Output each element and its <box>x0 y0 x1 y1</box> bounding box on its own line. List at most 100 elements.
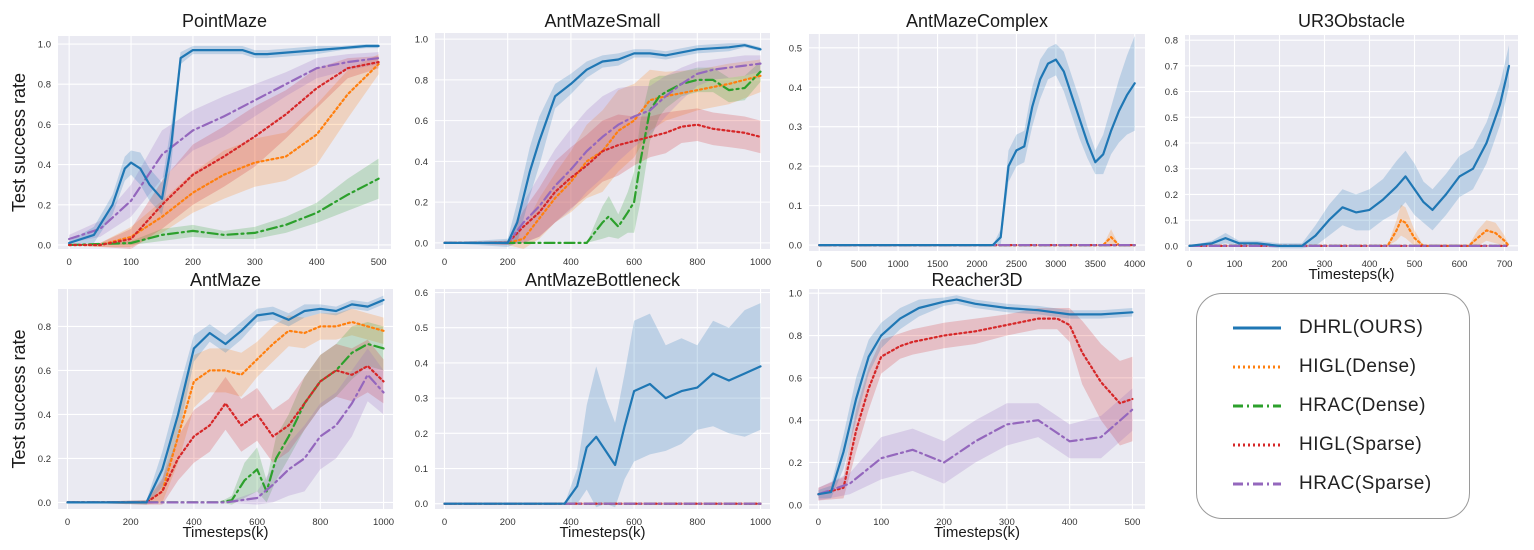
band-higlsparse <box>444 108 761 245</box>
x-axis-label: Timesteps(k) <box>182 524 268 541</box>
y-tick-label: 0.1 <box>415 464 428 475</box>
line-dhrlours <box>67 44 380 245</box>
y-tick-label: 0.6 <box>38 366 51 377</box>
line-hracdense <box>67 177 380 247</box>
y-tick-label: 0.4 <box>415 358 428 369</box>
x-tick-label: 4000 <box>1124 259 1145 270</box>
legend-item-higl-sparse: HIGL(Sparse) <box>1233 434 1422 456</box>
legend-swatch-dhrl <box>1233 326 1281 330</box>
line-hracdense <box>443 70 762 244</box>
y-tick-label: 0.0 <box>38 498 51 509</box>
x-tick-label: 1500 <box>927 259 948 270</box>
line-hracsparse <box>817 408 1134 496</box>
x-tick-label: 400 <box>1362 259 1378 270</box>
y-tick-label: 0.8 <box>789 331 802 342</box>
line-higldense <box>443 74 762 244</box>
x-tick-label: 2000 <box>966 259 987 270</box>
y-tick-label: 0.3 <box>1165 164 1178 175</box>
chart-title: UR3Obstacle <box>1298 11 1405 31</box>
x-tick-label: 200 <box>1272 259 1288 270</box>
band-dhrlours <box>1189 45 1509 249</box>
line-higlsparse <box>67 60 380 247</box>
panel-reacher3d: 0 100 200 300 400 500 0.0 0.2 0.4 0.6 0.8 1.0 Reache… <box>789 270 1145 541</box>
x-axis-label: Timesteps(k) <box>934 524 1020 541</box>
x-tick-label: 300 <box>999 517 1015 528</box>
x-tick-label: 100 <box>1227 259 1243 270</box>
band-hracsparse <box>67 348 384 505</box>
legend-swatch-higl-sparse <box>1233 443 1281 447</box>
band-hracsparse <box>818 388 1133 501</box>
legend-item-hrac-dense: HRAC(Dense) <box>1233 395 1426 417</box>
y-tick-label: 0.4 <box>789 416 802 427</box>
legend-label: DHRL(OURS) <box>1299 317 1424 338</box>
x-tick-label: 500 <box>1407 259 1423 270</box>
x-tick-label: 500 <box>851 259 867 270</box>
x-tick-label: 600 <box>1452 259 1468 270</box>
x-tick-label: 400 <box>563 257 579 268</box>
y-tick-label: 0.6 <box>38 120 51 131</box>
x-tick-label: 0 <box>442 257 447 268</box>
legend-label: HRAC(Dense) <box>1299 395 1426 416</box>
y-tick-label: 0.0 <box>38 240 51 251</box>
y-tick-label: 0.2 <box>789 458 802 469</box>
x-tick-label: 600 <box>249 517 265 528</box>
series-group <box>443 43 762 249</box>
y-tick-label: 0.8 <box>38 80 51 91</box>
x-tick-label: 200 <box>936 517 952 528</box>
x-tick-label: 400 <box>309 257 325 268</box>
y-tick-label: 0.3 <box>789 122 802 133</box>
x-tick-label: 3500 <box>1085 259 1106 270</box>
y-tick-label: 0.6 <box>1165 87 1178 98</box>
series-group <box>818 36 1136 247</box>
band-hracdense <box>444 61 761 243</box>
x-tick-label: 300 <box>1317 259 1333 270</box>
x-tick-label: 400 <box>1062 517 1078 528</box>
x-tick-label: 2500 <box>1006 259 1027 270</box>
band-higldense <box>444 59 761 249</box>
band-higlsparse <box>67 339 384 505</box>
x-tick-label: 200 <box>500 517 516 528</box>
band-higlsparse <box>69 56 379 249</box>
legend-swatch-hrac-sparse <box>1233 482 1281 486</box>
x-tick-label: 1000 <box>750 517 771 528</box>
x-tick-label: 500 <box>371 257 387 268</box>
series-group <box>66 295 385 505</box>
x-axis-label: Timesteps(k) <box>1308 266 1394 283</box>
line-hracdense <box>66 342 385 504</box>
x-tick-label: 0 <box>817 259 822 270</box>
panel-ur3obstacle: 0 100 200 300 400 500 600 700 0.0 0.1 0.2 0.3 0.4 0.5… <box>1165 11 1518 283</box>
x-tick-label: 800 <box>689 257 705 268</box>
y-tick-label: 0.1 <box>789 201 802 212</box>
x-tick-label: 200 <box>185 257 201 268</box>
x-axis-label: Timesteps(k) <box>559 524 645 541</box>
y-tick-label: 0.8 <box>1165 36 1178 47</box>
y-tick-label: 0.4 <box>38 410 51 421</box>
x-tick-label: 300 <box>247 257 263 268</box>
x-tick-label: 600 <box>626 257 642 268</box>
y-tick-label: 0.0 <box>1165 241 1178 252</box>
chart-title: Reacher3D <box>931 270 1022 290</box>
y-tick-label: 0.0 <box>415 238 428 249</box>
x-tick-label: 100 <box>873 517 889 528</box>
y-tick-label: 0.4 <box>38 160 51 171</box>
y-tick-label: 1.0 <box>415 35 428 46</box>
y-tick-label: 0.2 <box>38 454 51 465</box>
y-tick-label: 0.5 <box>1165 113 1178 124</box>
line-higldense <box>66 320 385 504</box>
band-higldense <box>69 54 379 247</box>
y-tick-label: 0.4 <box>1165 139 1178 150</box>
x-tick-label: 700 <box>1497 259 1513 270</box>
band-hracdense <box>67 322 384 505</box>
band-dhrlours <box>818 295 1133 499</box>
line-hracsparse <box>443 62 762 244</box>
y-tick-label: 0.8 <box>415 75 428 86</box>
panel-antmaze: 0 200 400 600 800 1000 0.0 0.2 0.4 0.6 0.8 AntMaze T… <box>9 270 394 541</box>
x-tick-label: 800 <box>312 517 328 528</box>
band-dhrlours <box>444 303 761 508</box>
line-dhrlours <box>818 58 1136 247</box>
legend: DHRL(OURS) HIGL(Dense) HRAC(Dense) HIGL(… <box>1196 293 1470 519</box>
y-tick-label: 0.1 <box>1165 216 1178 227</box>
legend-item-higl-dense: HIGL(Dense) <box>1233 356 1416 378</box>
panel-antmazecomplex: 0 500 1000 1500 2000 2500 3000 3500 4000 0.0 0.1 0.… <box>789 11 1146 270</box>
